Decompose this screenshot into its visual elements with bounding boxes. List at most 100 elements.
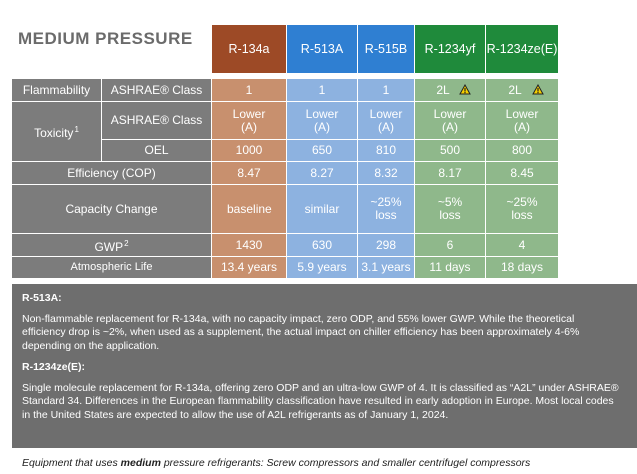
table-cell: 1 [358, 79, 414, 101]
row-label-text: ASHRAE® Class [111, 114, 203, 127]
cell-text: 1 [318, 82, 326, 97]
cell-text: ~25% loss [506, 195, 538, 222]
cell-text: 5.9 years [297, 260, 347, 274]
note-text: Single molecule replacement for R-134a, … [22, 381, 619, 421]
table-cell: 810 [358, 140, 414, 161]
table-cell: 1 [212, 79, 286, 101]
notes-box: R-513A: Non-flammable replacement for R-1… [12, 284, 637, 448]
cell-text: Lower (A) [505, 106, 539, 134]
row-label-name: OEL [144, 143, 169, 157]
superscript: 1 [74, 125, 79, 134]
table-cell: similar [287, 185, 357, 233]
table-cell: 6 [415, 234, 485, 256]
column-header: R-134a [212, 25, 286, 73]
warning-icon [532, 84, 544, 95]
cell-text: 18 days [500, 260, 544, 274]
table-cell: 8.27 [287, 162, 357, 184]
warning-icon [459, 84, 471, 95]
cell-text: baseline [227, 201, 272, 216]
row-label: Capacity Change [12, 185, 211, 233]
row-group-label: Flammability [12, 79, 101, 101]
footer-emphasis: medium [120, 457, 161, 469]
table-cell: Lower (A) [358, 102, 414, 139]
table-cell: Lower (A) [415, 102, 485, 139]
cell-text: Lower (A) [232, 106, 266, 134]
table-cell: 630 [287, 234, 357, 256]
table-cell: 8.17 [415, 162, 485, 184]
cell-text: 2L [436, 82, 450, 97]
table-cell: ~5% loss [415, 185, 485, 233]
row-label-text: GWP2 [94, 237, 128, 254]
column-header: R-1234yf [415, 25, 485, 73]
cell-text: Lower (A) [305, 106, 339, 134]
row-group-name: Toxicity [34, 126, 74, 140]
column-header-text: R-515B [364, 41, 408, 56]
cell-text: ~25% loss [370, 195, 402, 222]
cell-text: 1430 [235, 237, 263, 252]
cell-text: 630 [311, 237, 333, 252]
cell-text: similar [304, 201, 340, 216]
row-label: Atmospheric Life [12, 257, 211, 278]
row-label-text: Capacity Change [65, 202, 157, 216]
table-cell: 1 [287, 79, 357, 101]
cell-text: 810 [375, 143, 397, 157]
column-header-text: R-134a [228, 41, 270, 56]
table-cell: 1430 [212, 234, 286, 256]
table-cell: 11 days [415, 257, 485, 278]
cell-text: 8.17 [438, 165, 462, 180]
table-cell: Lower (A) [212, 102, 286, 139]
row-label-text: OEL [144, 144, 168, 157]
cell-text: 3.1 years [361, 260, 411, 274]
table-cell: 2L [486, 79, 558, 101]
table-cell: ~25% loss [358, 185, 414, 233]
table-cell: 13.4 years [212, 257, 286, 278]
cell-text: 8.32 [374, 165, 398, 180]
row-label-text: ASHRAE® Class [110, 82, 203, 97]
row-label: Efficiency (COP) [12, 162, 211, 184]
footer-text: pressure refrigerants: Screw compressors… [160, 457, 531, 469]
table-cell: 1000 [212, 140, 286, 161]
table-cell: 3.1 years [358, 257, 414, 278]
row-label-name: GWP [94, 239, 124, 254]
cell-text: 8.27 [310, 165, 334, 180]
row-group-label: Toxicity1 [12, 102, 101, 161]
cell-text: 11 days [429, 260, 471, 274]
cell-text: 6 [446, 237, 454, 252]
cell-text: 500 [439, 143, 461, 157]
row-label-name: Atmospheric Life [70, 261, 153, 273]
table-cell: 4 [486, 234, 558, 256]
table-cell: 8.47 [212, 162, 286, 184]
table-cell: 8.32 [358, 162, 414, 184]
table-cell: 800 [486, 140, 558, 161]
table-cell: Lower (A) [287, 102, 357, 139]
row-label-name: ASHRAE® Class [110, 113, 203, 127]
note-text: Non-flammable replacement for R-134a, wi… [22, 312, 580, 352]
row-label: GWP2 [12, 234, 211, 256]
footer-text: Equipment that uses [22, 457, 121, 469]
column-header: R-1234ze(E) [486, 25, 558, 73]
column-header-text: R-1234yf [424, 41, 476, 56]
row-label-name: Efficiency (COP) [67, 165, 156, 180]
table-cell: 18 days [486, 257, 558, 278]
column-header-text: R-1234ze(E) [486, 41, 558, 56]
cell-text: 4 [518, 237, 526, 252]
cell-text: 1 [245, 82, 253, 97]
column-header: R-513A [287, 25, 357, 73]
row-group-name: Flammability [22, 82, 91, 97]
row-label-name: ASHRAE® Class [110, 82, 203, 97]
cell-text: 8.45 [510, 165, 534, 180]
table-cell: 500 [415, 140, 485, 161]
cell-text: 8.47 [237, 165, 261, 180]
row-label: OEL [102, 140, 211, 161]
table-cell: 5.9 years [287, 257, 357, 278]
table-cell: baseline [212, 185, 286, 233]
row-label: ASHRAE® Class [102, 102, 211, 139]
footer: Equipment that uses medium pressure refr… [22, 457, 530, 469]
row-group-text: Toxicity1 [34, 123, 79, 140]
table-cell: 650 [287, 140, 357, 161]
row-label-text: Atmospheric Life [71, 261, 153, 274]
note-heading: R-1234ze(E): [22, 361, 86, 373]
table-cell: 298 [358, 234, 414, 256]
superscript: 2 [124, 238, 129, 248]
